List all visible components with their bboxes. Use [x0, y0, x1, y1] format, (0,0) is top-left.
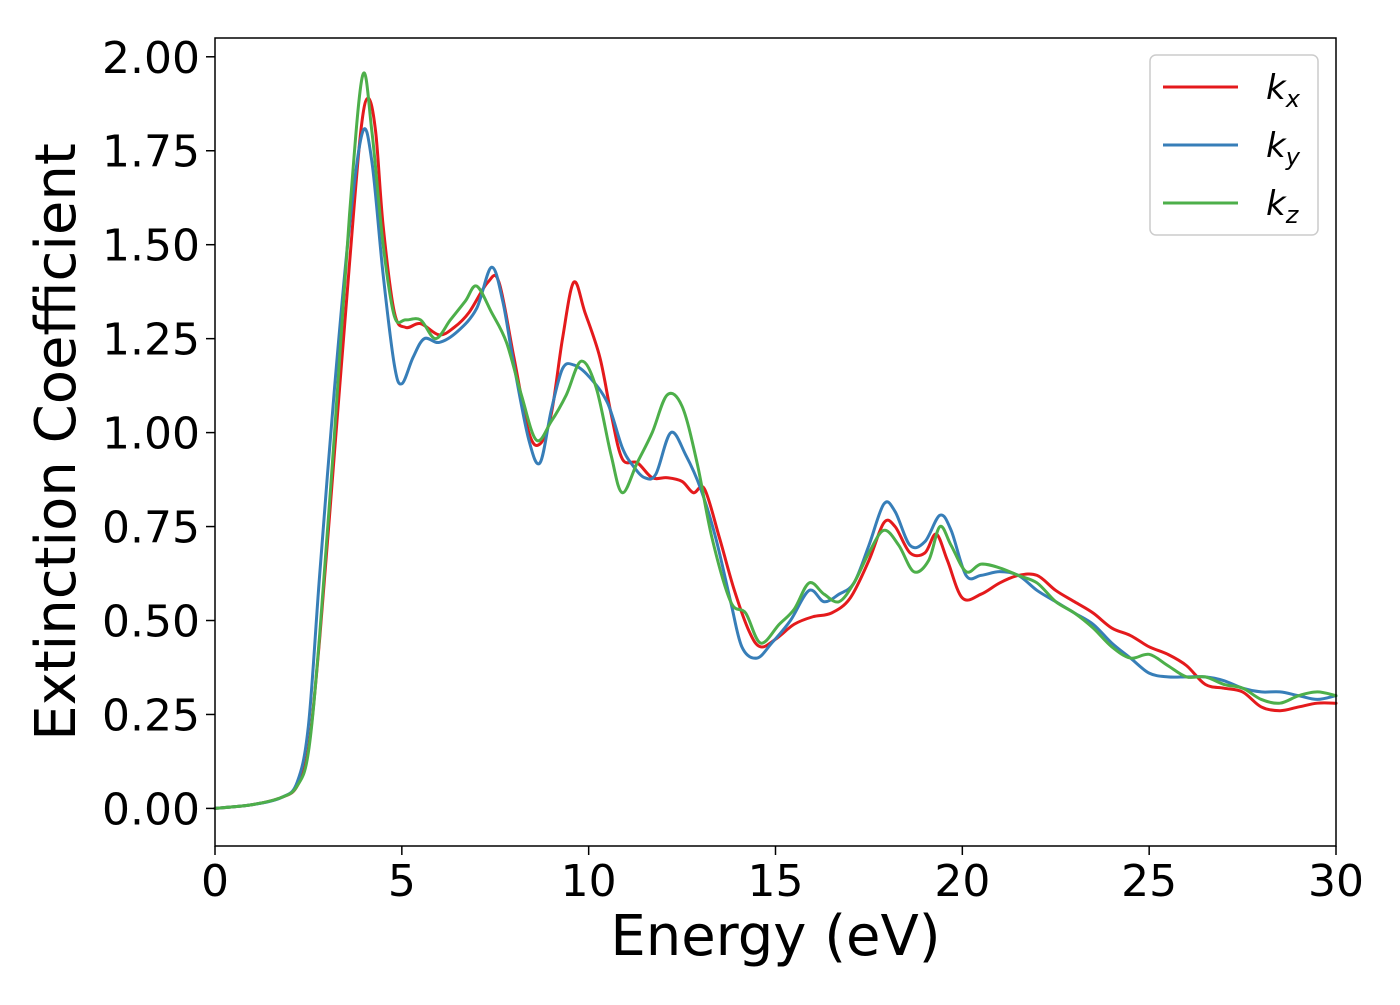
series-line-y — [213, 127, 1338, 810]
x-tick-label: 15 — [748, 856, 804, 907]
y-axis-label: Extinction Coefficient — [24, 143, 89, 741]
x-tick-label: 30 — [1308, 856, 1364, 907]
x-axis-ticks: 0 5 10 15 20 25 30 — [201, 846, 1364, 907]
x-axis-label: Energy (eV) — [610, 904, 940, 969]
legend-label-y: ky — [1266, 126, 1301, 171]
series-line-z — [213, 71, 1338, 810]
y-tick-label: 1.50 — [102, 221, 200, 272]
x-tick-label: 5 — [388, 856, 416, 907]
y-axis-ticks: 0.00 0.25 0.50 0.75 1.00 1.25 1.50 1.75 2.00 — [102, 33, 215, 835]
legend-subscript-y: y — [1285, 143, 1301, 171]
x-tick-label: 10 — [561, 856, 617, 907]
y-tick-label: 0.00 — [102, 784, 200, 835]
y-tick-label: 0.50 — [102, 597, 200, 648]
y-tick-label: 1.25 — [102, 315, 200, 366]
x-tick-label: 0 — [201, 856, 229, 907]
y-tick-label: 0.25 — [102, 690, 200, 741]
x-tick-label: 20 — [934, 856, 990, 907]
series-layer — [213, 71, 1338, 810]
legend-subscript-x: x — [1285, 85, 1301, 113]
y-tick-label: 0.75 — [102, 503, 200, 554]
y-tick-label: 2.00 — [102, 33, 200, 84]
plot-area — [215, 38, 1336, 846]
y-tick-label: 1.00 — [102, 409, 200, 460]
y-tick-label: 1.75 — [102, 127, 200, 178]
x-tick-label: 25 — [1121, 856, 1177, 907]
legend-subscript-z: z — [1285, 201, 1300, 229]
